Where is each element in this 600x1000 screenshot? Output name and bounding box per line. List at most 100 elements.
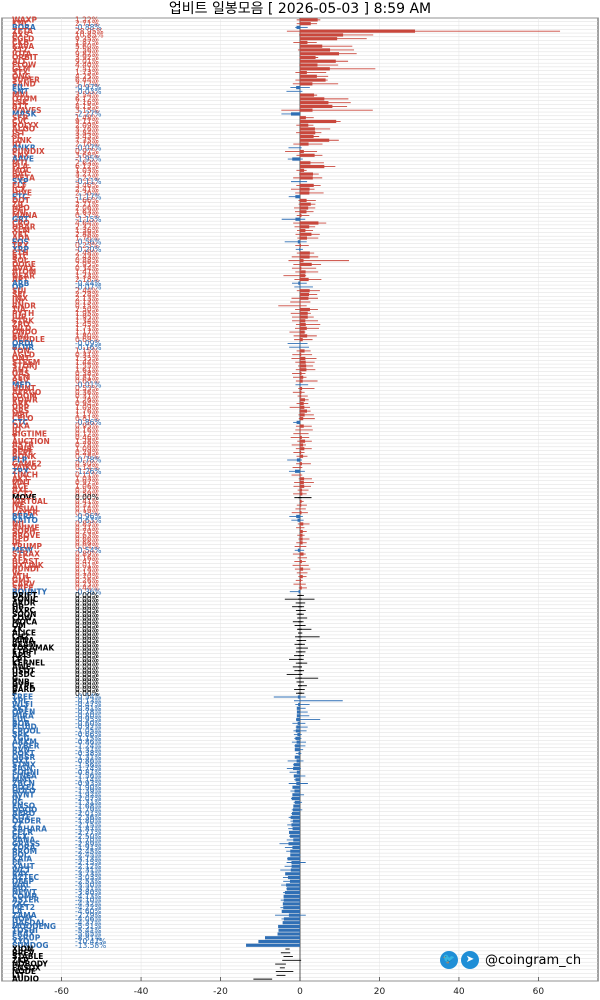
bar xyxy=(300,526,301,530)
bar xyxy=(300,541,303,545)
bar xyxy=(300,59,336,63)
percent-label: 0.52% xyxy=(75,486,99,495)
symbol-label: AHT xyxy=(12,365,30,374)
percent-label: 0.11% xyxy=(75,471,99,480)
symbol-label: AXL xyxy=(12,486,29,495)
percent-label: 2.06% xyxy=(75,204,99,213)
percent-label: 0.00% xyxy=(75,681,99,690)
percent-label: 5.60% xyxy=(75,42,99,51)
symbol-label: BOB xyxy=(12,719,30,728)
percent-label: 2.95% xyxy=(75,260,99,269)
symbol-label: ONG xyxy=(12,72,31,81)
symbol-label: HOLO xyxy=(12,787,36,796)
symbol-label: BNB xyxy=(12,678,30,687)
percent-label: -1.56% xyxy=(75,772,102,781)
bar xyxy=(300,127,315,131)
bar xyxy=(300,251,310,255)
percent-label: 0.63% xyxy=(75,531,99,540)
percent-label: -1.68% xyxy=(75,802,102,811)
symbol-label: ANKR xyxy=(12,143,36,152)
symbol-label: ALICE xyxy=(12,629,36,638)
bar xyxy=(283,906,300,910)
bar xyxy=(283,894,300,898)
symbol-label: SONIC xyxy=(12,595,39,604)
symbol-label: CVC xyxy=(12,117,29,126)
percent-label: -0.20% xyxy=(75,245,102,254)
symbol-label: AAVE xyxy=(12,155,34,164)
bar xyxy=(300,473,301,477)
symbol-label: SUPER xyxy=(12,76,40,85)
bar xyxy=(300,432,301,436)
percent-label: 1.15% xyxy=(75,347,99,356)
bar xyxy=(300,492,303,496)
percent-label: -2.45% xyxy=(75,847,102,856)
symbol-label: VIRTUAL xyxy=(12,497,48,506)
percent-label: -4.37% xyxy=(75,918,102,927)
symbol-label: VET xyxy=(12,230,29,239)
percent-label: 10.85% xyxy=(75,31,104,40)
symbol-label: ZETA xyxy=(12,27,33,36)
percent-label: 0.00% xyxy=(75,610,99,619)
percent-label: 0.59% xyxy=(75,489,99,498)
bar xyxy=(300,582,301,586)
bar xyxy=(300,371,302,376)
bar xyxy=(300,55,316,60)
bar xyxy=(294,748,300,752)
bar xyxy=(300,165,325,169)
percent-label: -1.24% xyxy=(75,741,102,750)
symbol-label: MMT xyxy=(12,775,33,784)
percent-label: 0.00% xyxy=(75,621,99,630)
percent-label: 0.29% xyxy=(75,448,99,457)
bar xyxy=(297,548,300,552)
bar xyxy=(300,428,301,432)
bar xyxy=(297,240,300,244)
symbol-label: BTC xyxy=(12,252,29,261)
bar xyxy=(288,842,300,846)
symbol-label: TOSHI xyxy=(12,926,38,935)
symbol-label: BREV xyxy=(12,948,35,957)
symbol-label: NEO xyxy=(12,204,30,213)
bar xyxy=(300,386,303,391)
bar xyxy=(300,319,306,323)
bar xyxy=(290,868,300,872)
symbol-label: POKT xyxy=(12,749,36,758)
percent-label: 0.12% xyxy=(75,429,99,438)
bar xyxy=(294,469,300,473)
percent-label: 3.92% xyxy=(75,53,99,62)
bar xyxy=(300,413,305,417)
symbol-label: 2Z xyxy=(12,820,23,829)
symbol-label: ZKP xyxy=(12,956,29,965)
symbol-label: ZAMA xyxy=(12,911,37,920)
bar xyxy=(281,909,300,913)
percent-label: 0.81% xyxy=(75,373,99,382)
percent-label: -5.41% xyxy=(75,926,102,935)
percent-label: -2.50% xyxy=(75,832,102,841)
percent-label: 0.83% xyxy=(75,520,99,529)
bar xyxy=(300,477,305,481)
x-tick-label: 60 xyxy=(533,987,545,997)
symbol-label: EGLD xyxy=(12,34,34,43)
bar xyxy=(300,394,302,398)
percent-label: 1.45% xyxy=(75,320,99,329)
symbol-label: PROM xyxy=(12,847,37,856)
symbol-label: SOGNI xyxy=(12,768,39,777)
symbol-label: CRO xyxy=(12,219,30,228)
bar xyxy=(300,368,307,372)
symbol-label: CKB xyxy=(12,38,29,47)
bar xyxy=(300,187,310,191)
symbol-label: JST xyxy=(11,128,26,137)
bar xyxy=(300,315,308,319)
bar xyxy=(300,289,310,293)
bar xyxy=(300,22,311,26)
percent-label: 3.22% xyxy=(75,173,99,182)
percent-label: 1.76% xyxy=(75,407,99,416)
symbol-label: DOOD xyxy=(12,805,37,814)
percent-label: 7.35% xyxy=(75,136,99,145)
bar xyxy=(300,210,307,214)
bar xyxy=(292,808,300,812)
bar xyxy=(300,462,302,466)
bar xyxy=(290,849,300,853)
symbol-label: ASTER xyxy=(12,896,39,905)
percent-label: -1.31% xyxy=(75,798,102,807)
symbol-label: MOODENG xyxy=(12,922,56,931)
